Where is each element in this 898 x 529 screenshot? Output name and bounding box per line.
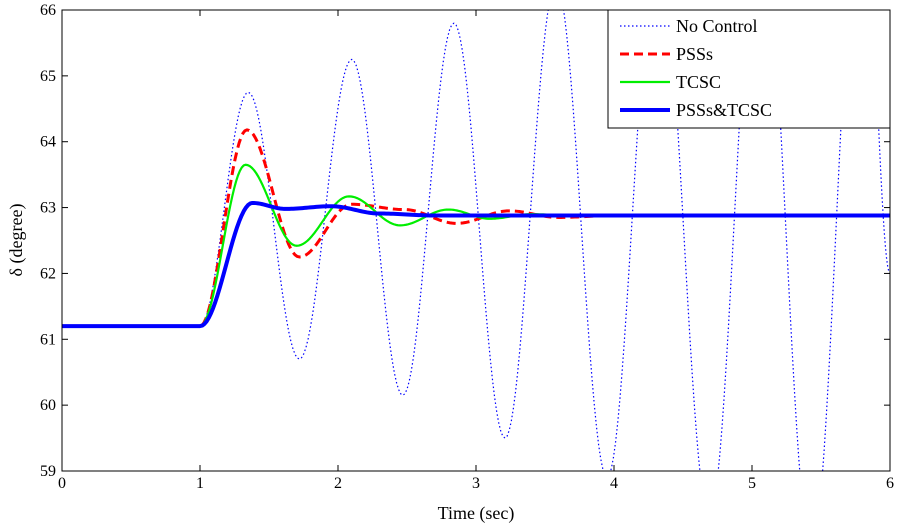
series-layer [62, 10, 890, 471]
y-tick-label: 63 [40, 200, 56, 217]
y-tick-label: 64 [40, 134, 56, 151]
y-axis-label: δ (degree) [6, 204, 27, 277]
y-tick-label: 62 [40, 265, 56, 282]
legend: No Control PSSs TCSC PSSs&TCSC [607, 9, 891, 129]
series-no-control [62, 10, 890, 471]
legend-label: No Control [676, 16, 758, 36]
y-tick-label: 61 [40, 331, 56, 348]
x-tick-label: 2 [334, 475, 342, 492]
y-tick-label: 59 [40, 463, 56, 480]
x-tick-label: 0 [58, 475, 66, 492]
x-tick-label: 1 [196, 475, 204, 492]
series-psss-tcsc [62, 200, 890, 329]
x-tick-label: 5 [748, 475, 756, 492]
y-tick-label: 65 [40, 68, 56, 85]
x-axis-label: Time (sec) [438, 503, 515, 524]
x-tick-label: 6 [886, 475, 894, 492]
plot-frame [61, 9, 891, 472]
y-tick-label: 60 [40, 397, 56, 414]
x-tick-label: 4 [610, 475, 618, 492]
legend-label: PSSs [676, 44, 713, 64]
legend-label: TCSC [676, 72, 721, 92]
x-tick-label: 3 [472, 475, 480, 492]
y-tick-label: 66 [40, 2, 56, 19]
legend-label: PSSs&TCSC [676, 100, 772, 120]
